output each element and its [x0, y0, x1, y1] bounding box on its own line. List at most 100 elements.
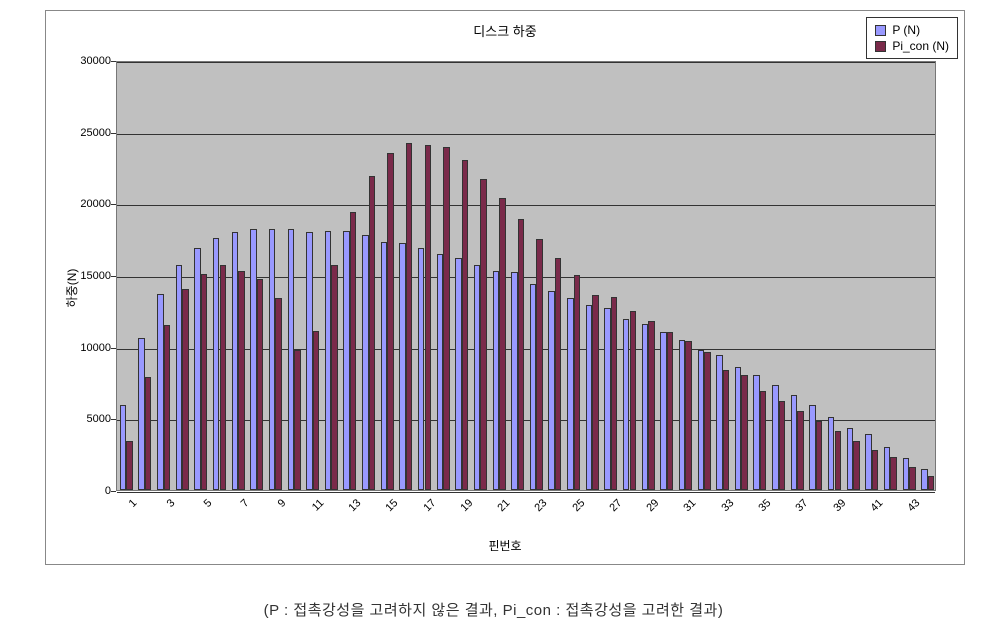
bar: [797, 411, 804, 490]
bar: [325, 231, 332, 490]
bar: [201, 274, 208, 490]
bar: [294, 350, 301, 490]
bar: [604, 308, 611, 490]
bar: [548, 291, 555, 490]
bar: [443, 147, 450, 490]
x-tick-label: 11: [296, 497, 326, 527]
caption: (P : 접촉강성을 고려하지 않은 결과, Pi_con : 접촉강성을 고려…: [0, 599, 987, 620]
y-tick-label: 30000: [61, 55, 111, 67]
bar: [269, 229, 276, 490]
bar: [574, 275, 581, 490]
bar: [213, 238, 220, 490]
bar: [275, 298, 282, 490]
bar: [369, 176, 376, 490]
bar: [194, 248, 201, 490]
bar: [418, 248, 425, 490]
bar: [343, 231, 350, 490]
x-tick-label: 41: [856, 497, 886, 527]
bar: [536, 239, 543, 490]
gridline: [117, 62, 935, 63]
bar: [120, 405, 127, 490]
chart-frame: 디스크 하중 P (N) Pi_con (N) 하중(N) 0500010000…: [0, 0, 987, 630]
bar: [425, 145, 432, 490]
bar: [667, 332, 674, 490]
x-tick-label: 7: [222, 497, 252, 527]
bar: [685, 341, 692, 490]
bar: [779, 401, 786, 490]
bar: [611, 297, 618, 491]
legend-item-picon: Pi_con (N): [875, 38, 949, 54]
bar: [679, 340, 686, 491]
bar: [623, 319, 630, 490]
bar: [474, 265, 481, 490]
x-tick-label: 37: [781, 497, 811, 527]
gridline: [117, 492, 935, 493]
x-tick-label: 13: [334, 497, 364, 527]
x-tick-label: 39: [818, 497, 848, 527]
legend-item-p: P (N): [875, 22, 949, 38]
bar: [138, 338, 145, 490]
x-tick-label: 43: [893, 497, 923, 527]
x-tick-label: 9: [259, 497, 289, 527]
y-tick-mark: [111, 348, 116, 349]
bar: [257, 279, 264, 490]
bar: [406, 143, 413, 490]
bar: [809, 405, 816, 490]
y-tick-mark: [111, 61, 116, 62]
bar: [853, 441, 860, 490]
x-axis-title: 핀번호: [46, 537, 964, 554]
y-tick-mark: [111, 204, 116, 205]
x-tick-label: 33: [706, 497, 736, 527]
gridline: [117, 134, 935, 135]
bar: [872, 450, 879, 490]
legend-swatch-picon: [875, 41, 886, 52]
bar: [884, 447, 891, 490]
x-tick-label: 15: [371, 497, 401, 527]
bar: [313, 331, 320, 490]
bar: [592, 295, 599, 490]
bar: [741, 375, 748, 490]
bar: [648, 321, 655, 490]
x-tick-label: 29: [632, 497, 662, 527]
y-tick-mark: [111, 419, 116, 420]
bar: [753, 375, 760, 490]
bar: [828, 417, 835, 490]
legend: P (N) Pi_con (N): [866, 17, 958, 59]
bar: [909, 467, 916, 490]
bar: [220, 265, 227, 490]
legend-label-picon: Pi_con (N): [892, 38, 949, 54]
y-tick-label: 15000: [61, 270, 111, 282]
x-tick-label: 19: [446, 497, 476, 527]
bar: [499, 198, 506, 490]
bar: [126, 441, 133, 490]
x-tick-label: 35: [744, 497, 774, 527]
bar: [630, 311, 637, 490]
x-tick-label: 21: [483, 497, 513, 527]
bar: [518, 219, 525, 490]
bar: [735, 367, 742, 490]
gridline: [117, 205, 935, 206]
x-tick-label: 27: [595, 497, 625, 527]
x-tick-label: 1: [110, 497, 140, 527]
y-tick-label: 20000: [61, 198, 111, 210]
x-tick-label: 5: [185, 497, 215, 527]
bar: [164, 325, 171, 490]
x-tick-label: 25: [557, 497, 587, 527]
bar: [835, 431, 842, 490]
y-tick-mark: [111, 491, 116, 492]
bar: [890, 457, 897, 490]
bar: [182, 289, 189, 490]
bar: [760, 391, 767, 490]
bar: [462, 160, 469, 490]
chart-title: 디스크 하중: [46, 21, 964, 40]
y-tick-mark: [111, 133, 116, 134]
bar: [399, 243, 406, 490]
bar: [928, 476, 935, 490]
bar: [704, 352, 711, 490]
bar: [530, 284, 537, 490]
bar: [555, 258, 562, 490]
x-tick-label: 23: [520, 497, 550, 527]
y-tick-label: 5000: [61, 413, 111, 425]
y-tick-mark: [111, 276, 116, 277]
y-tick-label: 10000: [61, 342, 111, 354]
